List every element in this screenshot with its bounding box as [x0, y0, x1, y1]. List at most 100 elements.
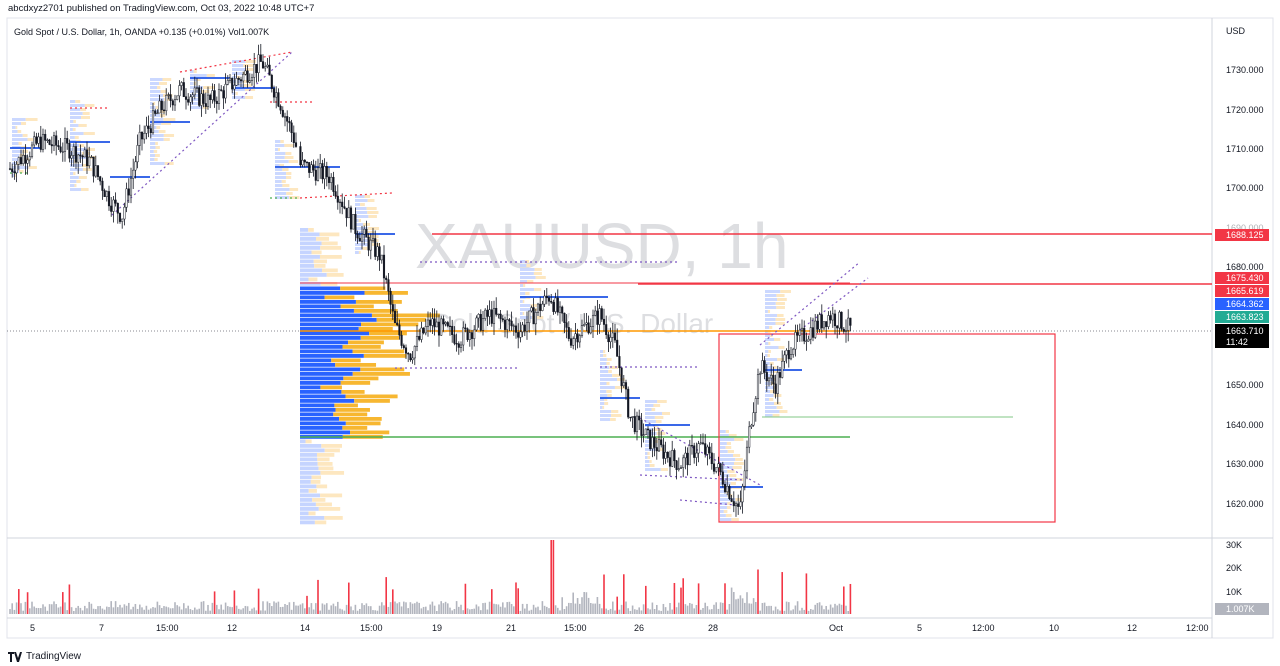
volume-bar — [207, 604, 209, 614]
candle-body — [145, 125, 148, 134]
candle-body — [409, 353, 412, 361]
volume-bar — [290, 609, 293, 614]
price-label-1664-bg — [1215, 298, 1269, 310]
vp-row-sell — [335, 363, 377, 367]
volume-bar — [326, 603, 328, 614]
session-vp-sell — [84, 104, 95, 107]
volume-bar — [541, 601, 544, 614]
session-vp-buy — [150, 98, 165, 101]
session-vp-sell — [245, 60, 256, 63]
session-vp-sell — [777, 298, 787, 301]
vp-row-sell — [345, 421, 381, 426]
candle-body — [671, 450, 674, 467]
volume-bar — [805, 573, 808, 614]
volume-bar — [576, 598, 579, 614]
session-vp-sell — [777, 314, 784, 317]
volume-bar — [55, 604, 57, 614]
candle-body — [600, 308, 603, 320]
publish-info: abcdxyz2701 published on TradingView.com… — [8, 3, 315, 14]
candle-body — [134, 161, 137, 171]
volume-bar — [150, 608, 152, 614]
candle-body — [811, 327, 815, 338]
candle-body — [215, 100, 218, 104]
candle-body — [455, 343, 458, 345]
volume-bar — [554, 605, 557, 614]
volume-bar — [737, 598, 739, 614]
volume-bar — [235, 605, 238, 614]
candle-body — [763, 360, 766, 373]
candle-body — [453, 334, 456, 344]
session-vp-sell — [162, 78, 172, 81]
volume-bar — [722, 602, 724, 614]
volume-bar — [581, 597, 583, 614]
volume-bar — [508, 601, 511, 614]
volume-bar — [255, 610, 258, 614]
volume-bar — [603, 574, 605, 614]
candle-body — [266, 64, 269, 67]
volume-bar — [843, 586, 845, 614]
volume-bar — [227, 606, 229, 614]
volume-bar — [510, 604, 513, 614]
price-label-last-bg — [1215, 324, 1269, 348]
vp-row-sell — [341, 390, 365, 394]
session-vp-sell — [525, 260, 530, 263]
volume-bar — [565, 606, 568, 614]
candle-body — [508, 319, 511, 322]
time-tick: 12 — [227, 623, 237, 633]
session-vp-sell — [769, 398, 774, 401]
candle-body — [132, 169, 135, 179]
vp-row-sell — [310, 480, 321, 484]
candle-body — [706, 446, 709, 455]
vp-row-sell — [364, 291, 408, 295]
session-vp-buy — [765, 386, 774, 389]
session-vp-buy — [355, 247, 363, 250]
volume-bar — [480, 610, 482, 614]
volume-bar — [396, 603, 398, 614]
session-vp-buy — [765, 314, 778, 317]
candle-body — [112, 199, 115, 212]
candle-body — [572, 338, 575, 346]
volume-bar — [790, 610, 792, 614]
candle-body — [242, 73, 245, 82]
volume-bar — [598, 603, 601, 614]
candle-body — [55, 135, 58, 146]
candle-body — [748, 426, 751, 448]
candle-body — [594, 310, 597, 316]
volume-bar — [726, 609, 728, 614]
session-vp-sell — [27, 138, 38, 141]
volume-bar — [152, 607, 154, 614]
candle-body — [151, 110, 155, 134]
candle-body — [814, 320, 817, 338]
session-vp-sell — [286, 176, 292, 179]
candle-body — [312, 164, 315, 171]
volume-bar — [691, 603, 693, 614]
volume-bar — [420, 608, 423, 614]
volume-bar — [110, 601, 112, 614]
volume-bar — [211, 602, 214, 614]
volume-bar — [458, 606, 460, 614]
candle-body — [833, 313, 837, 327]
symbol-legend[interactable]: Gold Spot / U.S. Dollar, 1h, OANDA +0.13… — [14, 27, 269, 37]
vp-row-sell — [319, 232, 340, 237]
session-vp-sell — [732, 466, 742, 469]
vp-row-sell — [317, 462, 333, 466]
session-vp-sell — [647, 456, 651, 459]
session-vp-buy — [720, 466, 733, 469]
candle-body — [138, 131, 141, 146]
candle-body — [358, 237, 361, 242]
candle-body — [677, 468, 680, 470]
candle-body — [187, 99, 190, 103]
candle-body — [759, 373, 762, 375]
tradingview-brand[interactable]: TradingView — [8, 651, 81, 662]
candle-body — [123, 206, 126, 220]
vp-row-sell — [331, 358, 361, 363]
vp-row-buy — [300, 340, 349, 345]
vp-row-buy — [300, 300, 356, 304]
candle-body — [662, 444, 665, 459]
session-vp-buy — [520, 308, 532, 311]
candle-body — [761, 360, 764, 374]
candle-body — [767, 377, 771, 382]
session-vp-buy — [765, 342, 769, 345]
volume-bar — [117, 607, 119, 614]
